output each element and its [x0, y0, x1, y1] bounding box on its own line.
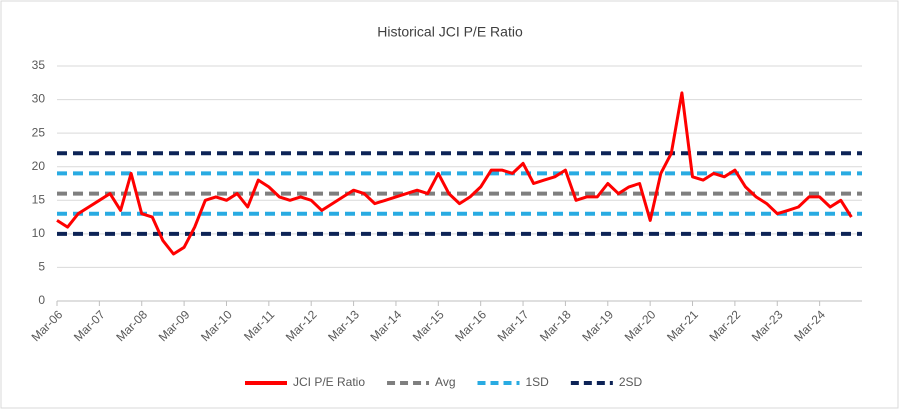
- y-tick-label: 30: [32, 92, 46, 106]
- legend-label: Avg: [435, 375, 455, 389]
- data-line: [56, 91, 853, 256]
- y-tick-label: 5: [38, 260, 45, 274]
- y-tick-label: 25: [32, 125, 46, 139]
- legend-label: JCI P/E Ratio: [293, 375, 365, 389]
- legend-label: 1SD: [526, 375, 550, 389]
- y-tick-label: 15: [32, 192, 46, 206]
- chart-title: Historical JCI P/E Ratio: [377, 24, 523, 40]
- legend-label: 2SD: [619, 375, 643, 389]
- y-tick-label: 10: [32, 226, 46, 240]
- y-tick-label: 0: [38, 293, 45, 307]
- y-tick-label: 35: [32, 58, 46, 72]
- y-tick-label: 20: [32, 159, 46, 173]
